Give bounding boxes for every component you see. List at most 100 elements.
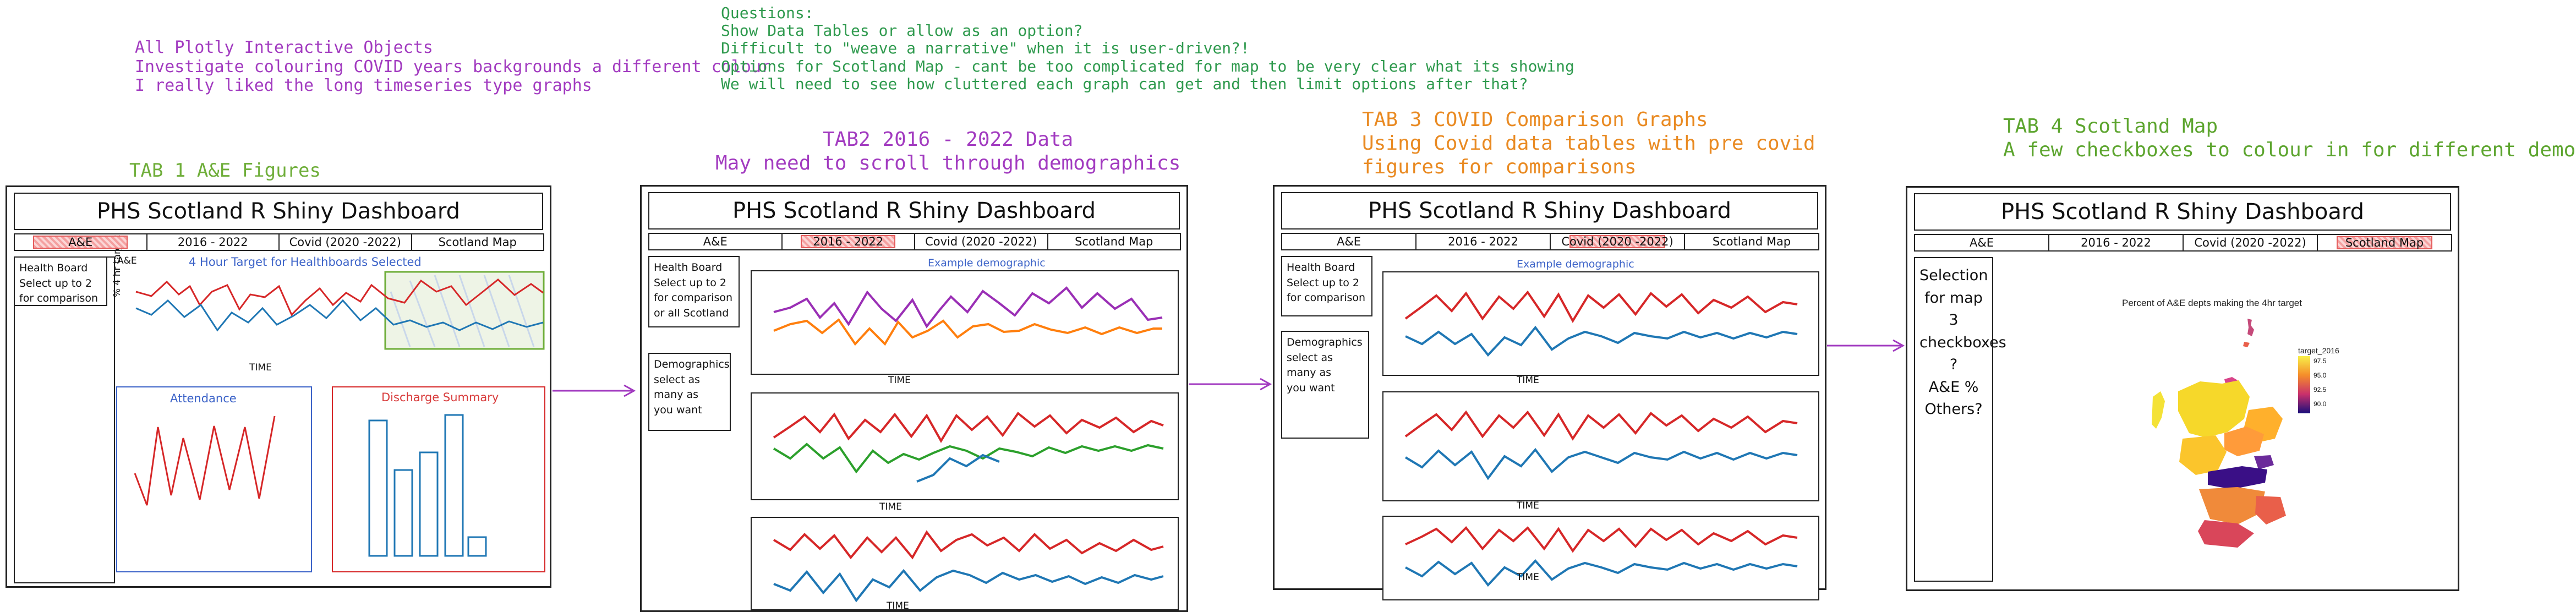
attendance-panel[interactable]: Attendance (116, 386, 312, 572)
x-axis-label: TIME (1517, 375, 1539, 386)
x-axis-label: TIME (249, 362, 272, 373)
tab-ae[interactable]: A&E (1914, 234, 2049, 252)
selector-label: Health Board (19, 262, 88, 274)
flow-arrow-3-4 (1827, 339, 1905, 352)
tab-ae[interactable]: A&E (14, 233, 147, 251)
selection-label: 3 (1949, 312, 1959, 329)
flow-arrow-1-2 (553, 384, 636, 397)
selection-label: A&E % (1928, 378, 1979, 396)
question-note: Difficult to "weave a narrative" when it… (721, 39, 1250, 58)
legend-tick: 90.0 (2314, 400, 2327, 408)
map-title: Percent of A&E depts making the 4hr targ… (2122, 298, 2302, 308)
selector-label: you want (1287, 381, 1335, 394)
tab3-note-line: TAB 3 COVID Comparison Graphs (1362, 108, 1708, 131)
tab2-note-line: TAB2 2016 - 2022 Data (823, 128, 1074, 151)
tab-bar: A&E 2016 - 2022 Covid (2020 -2022) Scotl… (14, 233, 544, 251)
demographic-chart-panel[interactable] (751, 517, 1179, 610)
tab3-note: TAB 3 COVID Comparison Graphs Using Covi… (1362, 108, 1815, 179)
demographic-chart-panel[interactable] (751, 270, 1179, 375)
x-axis-label: TIME (1517, 500, 1539, 511)
selector-label: you want (654, 403, 702, 416)
x-axis-label: TIME (888, 375, 911, 386)
tab-2016-2022[interactable]: 2016 - 2022 (146, 233, 280, 251)
selector-label: Health Board (1287, 261, 1355, 274)
selection-label: Others? (1924, 401, 1983, 418)
discharge-chart (368, 414, 487, 557)
selector-label: select as (1287, 351, 1333, 364)
tab-scotland-map[interactable]: Scotland Map (1684, 233, 1819, 250)
tab-2016-2022[interactable]: 2016 - 2022 (1415, 233, 1551, 250)
questions-heading: Questions: (721, 4, 814, 22)
tab-covid[interactable]: Covid (2020 -2022) (2183, 234, 2318, 252)
demographic-chart (773, 286, 1163, 346)
tab-scotland-map[interactable]: Scotland Map (1047, 233, 1181, 250)
tab-ae[interactable]: A&E (648, 233, 783, 250)
x-axis-label: TIME (887, 600, 909, 611)
selector-label: for comparison (1287, 292, 1366, 304)
selector-label: Select up to 2 (654, 276, 726, 289)
selector-label: many as (654, 389, 699, 401)
selector-label: many as (1287, 367, 1332, 379)
dashboard-title: PHS Scotland R Shiny Dashboard (648, 192, 1180, 230)
selector-label: for comparison (654, 292, 733, 304)
demographic-chart (773, 530, 1164, 603)
covid-chart-panel[interactable] (1382, 271, 1819, 376)
general-note: I really liked the long timeseries type … (135, 76, 592, 95)
selector-label: Select up to 2 (19, 277, 92, 289)
question-note: Show Data Tables or allow as an option? (721, 21, 1083, 40)
selection-label: ? (1949, 356, 1958, 373)
covid-chart-panel[interactable] (1382, 391, 1819, 501)
selection-label: for map (1924, 289, 1983, 307)
legend-tick: 97.5 (2314, 357, 2327, 365)
tab-2016-2022[interactable]: 2016 - 2022 (2048, 234, 2184, 252)
tab-bar: A&E 2016 - 2022 Covid (2020 -2022) Scotl… (1281, 233, 1819, 250)
discharge-panel[interactable]: Discharge Summary (332, 386, 545, 572)
healthboard-selector[interactable]: Health Board Select up to 2 for comparis… (1281, 256, 1372, 316)
attendance-title: Attendance (170, 392, 237, 405)
demographics-selector[interactable]: Demographics select as many as you want (648, 353, 731, 431)
tab4-note-line: A few checkboxes to colour in for differ… (2003, 139, 2576, 162)
selector-label: Select up to 2 (1287, 276, 1359, 289)
mockup-tab4: PHS Scotland R Shiny Dashboard A&E 2016 … (1906, 186, 2459, 591)
map-selection-panel[interactable]: Selection for map 3 checkboxes ? A&E % O… (1914, 257, 2006, 582)
chart-corner-label: A&E (117, 255, 137, 266)
tab1-note-line: TAB 1 A&E Figures (129, 160, 321, 182)
general-notes: All Plotly Interactive Objects Investiga… (135, 38, 771, 96)
covid-chart-panel[interactable] (1382, 516, 1819, 600)
tab-covid[interactable]: Covid (2020 -2022) (1550, 233, 1685, 250)
selector-label: for comparison (19, 292, 99, 305)
attendance-chart (134, 416, 276, 506)
tab-scotland-map[interactable]: Scotland Map (2317, 234, 2452, 252)
discharge-title: Discharge Summary (381, 391, 499, 404)
tab-bar: A&E 2016 - 2022 Covid (2020 -2022) Scotl… (648, 233, 1181, 250)
general-note: All Plotly Interactive Objects (135, 38, 433, 57)
tab-2016-2022[interactable]: 2016 - 2022 (781, 233, 915, 250)
target-timeseries-chart[interactable] (135, 270, 548, 352)
tab4-note: TAB 4 Scotland Map A few checkboxes to c… (2003, 114, 2576, 162)
selection-label: Selection (1919, 267, 1988, 284)
legend-title: target_2016 (2298, 346, 2339, 355)
scotland-choropleth-map[interactable] (2116, 314, 2348, 567)
healthboard-selector[interactable]: Health Board Select up to 2 for comparis… (648, 256, 740, 327)
mockup-tab3: PHS Scotland R Shiny Dashboard A&E 2016 … (1273, 185, 1826, 600)
tab-covid[interactable]: Covid (2020 -2022) (914, 233, 1048, 250)
tab-scotland-map[interactable]: Scotland Map (411, 233, 544, 251)
selector-label: select as (654, 373, 701, 386)
demographic-chart-panel[interactable] (751, 392, 1179, 500)
healthboard-selector-box[interactable]: Health Board Select up to 2 for comparis… (14, 256, 107, 306)
tab-bar: A&E 2016 - 2022 Covid (2020 -2022) Scotl… (1914, 234, 2452, 252)
mockup-tab1: PHS Scotland R Shiny Dashboard A&E 2016 … (6, 185, 551, 588)
dashboard-title: PHS Scotland R Shiny Dashboard (1914, 193, 2451, 231)
demographics-selector[interactable]: Demographics select as many as you want (1281, 331, 1369, 439)
demographic-chart (773, 412, 1164, 483)
selector-label: Demographics (654, 358, 730, 370)
tab-ae[interactable]: A&E (1281, 233, 1416, 250)
covid-chart (1404, 410, 1798, 480)
tab-covid[interactable]: Covid (2020 -2022) (278, 233, 412, 251)
covid-chart (1404, 290, 1798, 357)
x-axis-label: TIME (1517, 572, 1539, 583)
selector-label: Health Board (654, 261, 723, 274)
tab3-note-line: figures for comparisons (1362, 156, 1637, 179)
question-note: We will need to see how cluttered each g… (721, 74, 1528, 93)
demographic-title: Example demographic (1517, 258, 1634, 270)
